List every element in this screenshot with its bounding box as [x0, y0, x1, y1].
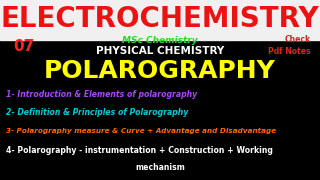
- Text: MSc Chemistry: MSc Chemistry: [122, 36, 198, 45]
- Text: PHYSICAL CHEMISTRY: PHYSICAL CHEMISTRY: [96, 46, 224, 56]
- Bar: [0, 0, 320, 40]
- Text: Check
Pdf Notes: Check Pdf Notes: [268, 35, 310, 56]
- Text: 1- Introduction & Elements of polarography: 1- Introduction & Elements of polarograp…: [6, 90, 197, 99]
- Text: 2- Definition & Principles of Polarography: 2- Definition & Principles of Polarograp…: [6, 108, 189, 117]
- Text: POLAROGRAPHY: POLAROGRAPHY: [44, 59, 276, 83]
- Text: ELECTROCHEMISTRY: ELECTROCHEMISTRY: [1, 5, 319, 33]
- Text: 07: 07: [13, 39, 34, 54]
- Text: mechanism: mechanism: [135, 163, 185, 172]
- Text: 4- Polarography - instrumentation + Construction + Working: 4- Polarography - instrumentation + Cons…: [6, 146, 273, 155]
- Text: 3- Polarography measure & Curve + Advantage and Disadvantage: 3- Polarography measure & Curve + Advant…: [6, 127, 276, 134]
